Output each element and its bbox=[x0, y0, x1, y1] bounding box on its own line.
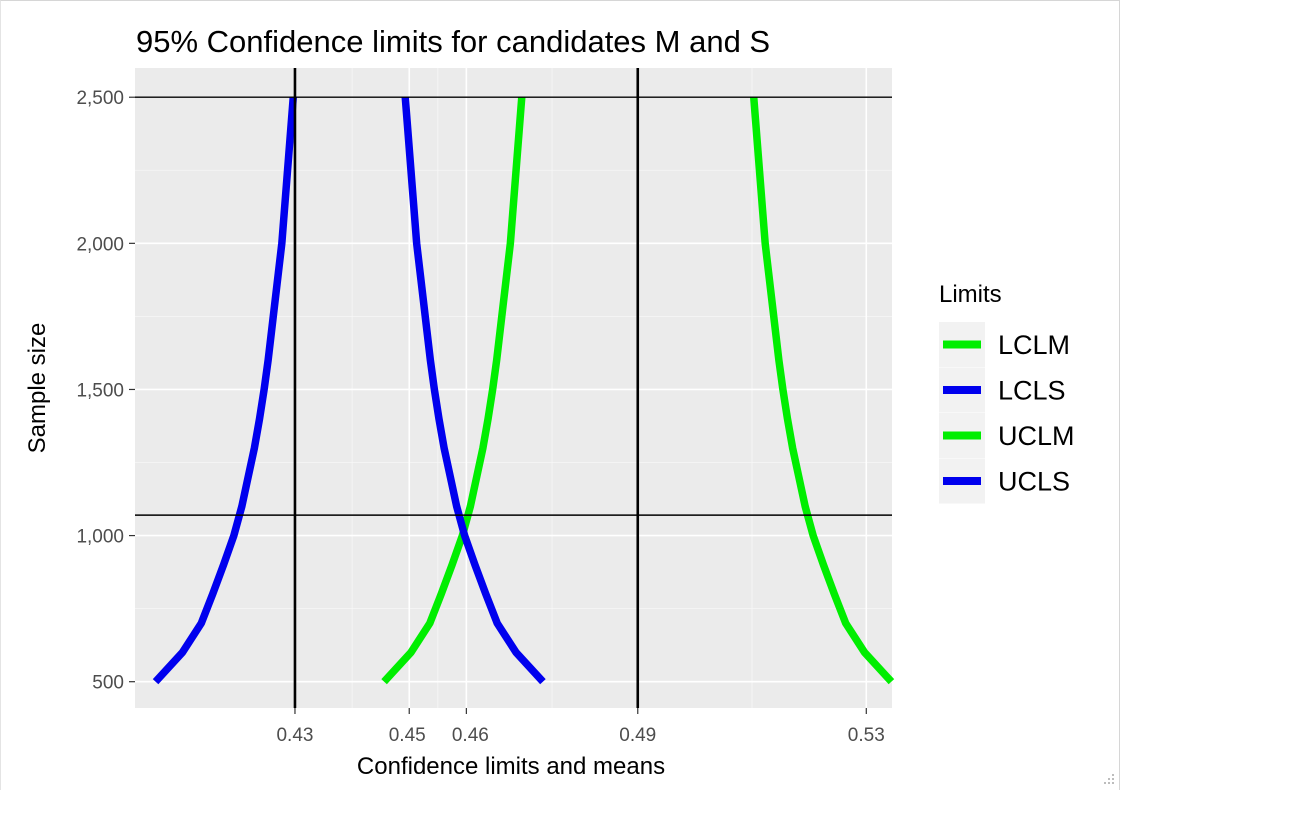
series-layer bbox=[152, 96, 895, 685]
x-tick-label: 0.46 bbox=[452, 725, 489, 746]
y-tick-label: 1,000 bbox=[76, 527, 124, 548]
series-line-lclm bbox=[381, 96, 526, 685]
legend-label-ucls: UCLS bbox=[998, 467, 1070, 497]
y-tick-label: 500 bbox=[92, 673, 124, 694]
grid-minor bbox=[135, 68, 892, 708]
y-tick-label: 2,000 bbox=[76, 234, 124, 255]
x-axis-ticks: 0.43 0.45 0.46 0.49 0.53 bbox=[276, 708, 885, 746]
y-axis-title: Sample size bbox=[24, 323, 51, 454]
x-tick-label: 0.49 bbox=[619, 725, 656, 746]
y-tick-label: 1,500 bbox=[76, 380, 124, 401]
reference-lines bbox=[135, 68, 892, 708]
y-tick-label: 2,500 bbox=[76, 88, 124, 109]
legend-label-lcls: LCLS bbox=[998, 376, 1066, 406]
resize-grip-icon[interactable] bbox=[1100, 772, 1116, 788]
legend-title: Limits bbox=[939, 281, 1002, 308]
legend-entries: LCLM LCLS UCLM UCLS bbox=[939, 322, 1075, 504]
legend-label-uclm: UCLM bbox=[998, 421, 1075, 451]
legend-label-lclm: LCLM bbox=[998, 330, 1070, 360]
series-line-ucls bbox=[152, 96, 297, 685]
x-tick-label: 0.53 bbox=[848, 725, 885, 746]
y-axis-ticks: 500 1,000 1,500 2,000 2,500 bbox=[76, 88, 135, 694]
legend: Limits LCLM LCLS UCLM UCLS bbox=[939, 281, 1075, 504]
chart-title: 95% Confidence limits for candidates M a… bbox=[136, 24, 770, 59]
x-tick-label: 0.45 bbox=[389, 725, 426, 746]
series-line-lcls bbox=[401, 96, 546, 685]
x-axis-title: Confidence limits and means bbox=[357, 753, 665, 780]
series-line-uclm bbox=[750, 96, 895, 685]
x-tick-label: 0.43 bbox=[276, 725, 313, 746]
